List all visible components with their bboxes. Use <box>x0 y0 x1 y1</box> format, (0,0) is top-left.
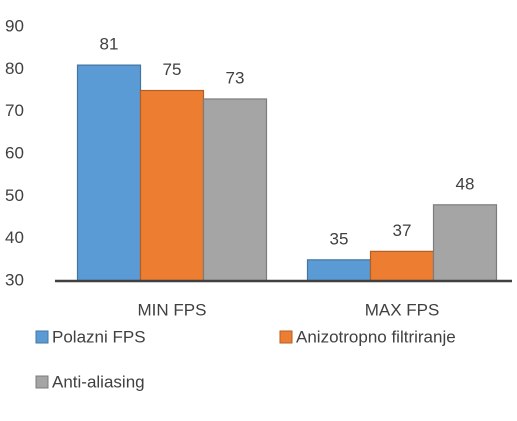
data-label: 81 <box>100 35 119 54</box>
data-label: 75 <box>163 60 182 79</box>
y-tick-label: 80 <box>5 59 24 78</box>
y-tick-label: 70 <box>5 101 24 120</box>
y-tick-label: 60 <box>5 143 24 162</box>
data-label: 73 <box>226 68 245 87</box>
x-tick-label: MAX FPS <box>365 300 440 319</box>
legend-label: Anti-aliasing <box>52 372 145 391</box>
bar <box>202 98 268 282</box>
bar <box>432 204 498 282</box>
y-tick-label: 90 <box>5 16 24 35</box>
y-tick-label: 50 <box>5 186 24 205</box>
y-tick-label: 30 <box>5 270 24 289</box>
legend-label: Anizotropno filtriranje <box>296 327 456 346</box>
x-tick-label: MIN FPS <box>138 300 207 319</box>
data-label: 35 <box>330 229 349 248</box>
bar <box>306 259 372 282</box>
legend-swatch <box>279 330 293 344</box>
data-label: 48 <box>456 174 475 193</box>
bar <box>369 250 435 282</box>
legend-label: Polazni FPS <box>52 327 146 346</box>
bar <box>139 89 205 282</box>
legend-swatch <box>35 375 49 389</box>
bar <box>76 64 142 282</box>
legend-swatch <box>35 330 49 344</box>
y-tick-label: 40 <box>5 228 24 247</box>
data-label: 37 <box>393 221 412 240</box>
